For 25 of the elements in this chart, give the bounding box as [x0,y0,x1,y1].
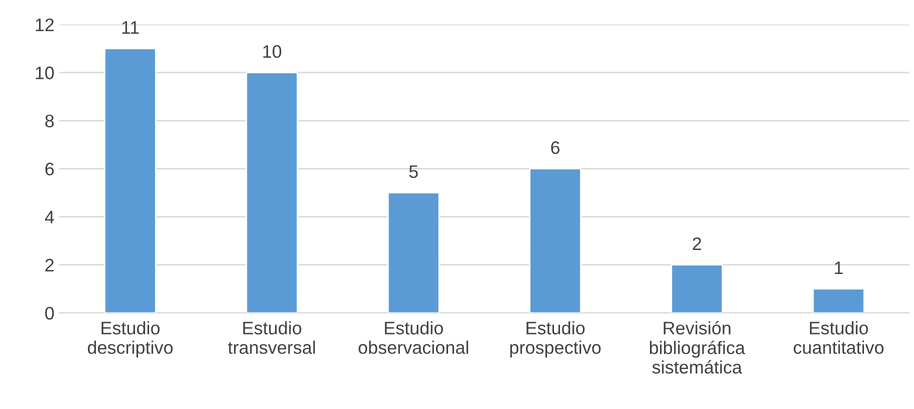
bar [812,288,865,313]
bar [529,168,582,313]
y-tick-label: 12 [36,18,54,32]
y-tick-label: 6 [45,162,54,176]
y-tick-label: 2 [45,258,54,272]
x-tick-label: Estudio cuantitativo [794,321,884,354]
bar [246,72,298,313]
data-label: 1 [834,262,843,274]
y-tick-label: 0 [45,306,54,320]
x-tick-label: Estudio prospectivo [510,321,601,358]
x-tick-label: Estudio observacional [358,321,468,354]
y-tick-label: 10 [36,66,54,80]
y-tick-label: 4 [44,210,54,224]
x-tick-label: Estudio descriptivo [88,321,173,358]
data-label: 5 [409,165,418,178]
bar [387,192,440,313]
data-label: 2 [692,237,702,250]
data-label: 10 [263,45,282,58]
data-label: 6 [551,141,560,154]
y-tick-label: 8 [45,114,54,128]
bar [670,264,724,313]
bar [104,48,156,313]
data-label: 11 [122,21,139,34]
x-tick-label: Revisión bibliográfica sistemática [650,321,746,374]
x-tick-label: Estudio transversal [228,321,315,354]
